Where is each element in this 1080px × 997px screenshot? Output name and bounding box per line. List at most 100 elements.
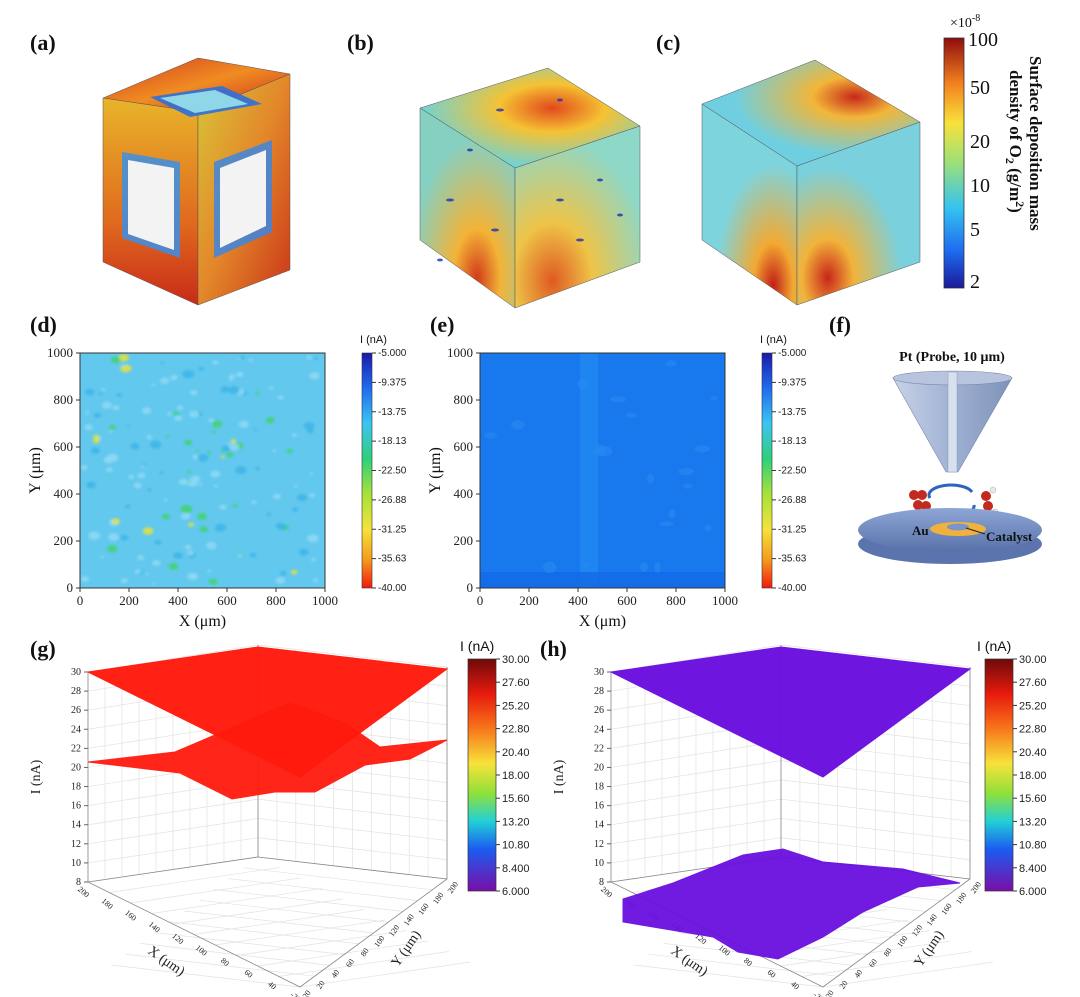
cube-panels: ×10-8 100 50 20 10 5 2 Surface depositio… xyxy=(102,13,1045,309)
colorbar-tick-label: -5.000 xyxy=(378,348,407,359)
o2-molecules xyxy=(909,490,931,511)
x-axis-label: X (μm) xyxy=(145,944,188,980)
cube-c xyxy=(701,59,921,306)
y-tick-label: -20 xyxy=(822,989,835,997)
y-tick-label: -20 xyxy=(299,989,312,997)
y-tick-label: 80 xyxy=(359,947,371,959)
x-tick-label: 80 xyxy=(742,956,754,968)
z-tick-label: 22 xyxy=(71,743,81,754)
colorbar-tick-label: 25.20 xyxy=(1019,700,1047,712)
z-axis-label: I (nA) xyxy=(29,759,44,794)
x-tick-label: 600 xyxy=(617,593,637,608)
x-tick-label: 800 xyxy=(666,593,686,608)
colorbar-tick-label: -13.75 xyxy=(778,407,807,418)
au-label: Au xyxy=(912,523,929,538)
x-tick-label: 1000 xyxy=(712,593,738,608)
colorbar-tick-label: 8.400 xyxy=(1019,863,1047,875)
colorbar-multiplier: ×10-8 xyxy=(950,13,980,31)
z-tick-label: 10 xyxy=(594,858,604,869)
panel-label-e: (e) xyxy=(430,312,455,337)
colorbar-title: I (nA) xyxy=(760,334,787,346)
colorbar-tick-label: -31.25 xyxy=(778,524,807,535)
x-tick-label: 0 xyxy=(477,593,484,608)
axes-e: 0 200 400 600 800 1000 0 200 400 600 800 1000 X (μm)… xyxy=(427,334,807,630)
x-tick-label: 140 xyxy=(147,920,162,935)
z-tick-label: 24 xyxy=(594,724,604,735)
colorbar-tick-label: 27.60 xyxy=(1019,677,1047,689)
y-tick-label: 40 xyxy=(852,968,864,980)
colorbar-title-line2: density of O2 (g/m2) xyxy=(1003,70,1027,213)
z-tick-label: 16 xyxy=(594,801,604,812)
y-tick-label: 60 xyxy=(344,957,356,969)
z-tick-label: 8 xyxy=(76,877,81,888)
z-tick-label: 14 xyxy=(71,820,81,831)
panel-label-d: (d) xyxy=(30,312,57,337)
x-tick-label: -20 xyxy=(812,990,826,997)
colorbar-tick-label: -9.375 xyxy=(378,377,407,388)
y-tick-label: 20 xyxy=(315,979,327,991)
colorbar-tick-label: 20.40 xyxy=(502,747,530,759)
x-tick-label: 120 xyxy=(170,931,185,946)
cb-tick-20: 20 xyxy=(970,131,990,153)
x-tick-label: 160 xyxy=(123,908,138,923)
x-tick-label: 100 xyxy=(194,943,209,958)
z-tick-label: 14 xyxy=(594,820,604,831)
x-tick-label: 200 xyxy=(119,593,139,608)
heatmap-panels: 0 200 400 600 800 1000 0 200 400 600 800 1000 X (μm)… xyxy=(27,334,807,630)
cube-b xyxy=(419,67,641,309)
y-tick-label: 100 xyxy=(372,934,386,949)
colorbar-tick-label: -40.00 xyxy=(378,583,407,594)
colorbar-tick-label: 22.80 xyxy=(502,724,530,736)
x-tick-label: 180 xyxy=(100,896,115,911)
colorbar-tick-label: 30.00 xyxy=(502,654,530,666)
panel-label-c: (c) xyxy=(656,30,681,55)
x-axis-label: X (μm) xyxy=(579,613,626,630)
colorbar-e xyxy=(761,352,773,589)
z-tick-label: 26 xyxy=(71,705,81,716)
z-tick-label: 28 xyxy=(594,686,604,697)
colorbar-tick-label: 18.00 xyxy=(502,770,530,782)
redox-cycle-arrow xyxy=(927,483,974,499)
heatmap-e xyxy=(480,353,725,588)
y-tick-label: 120 xyxy=(910,923,924,938)
z-tick-label: 16 xyxy=(71,801,81,812)
z-tick-label: 18 xyxy=(71,782,81,793)
z-tick-label: 18 xyxy=(594,782,604,793)
colorbar-tick-label: -35.63 xyxy=(778,554,807,565)
cube-a xyxy=(102,57,291,306)
plot-frame-d xyxy=(79,352,326,589)
colorbar-tick-label: 6.000 xyxy=(1019,886,1047,898)
surface-upper-h xyxy=(609,646,972,778)
y-tick-label: 800 xyxy=(54,392,74,407)
z-tick-label: 22 xyxy=(594,743,604,754)
surface-lower-h xyxy=(622,848,961,960)
colorbar-tick-label: 25.20 xyxy=(502,700,530,712)
colorbar-tick-label: -26.88 xyxy=(378,495,407,506)
heatmap-d xyxy=(80,353,325,588)
colorbar-tick-label: 8.400 xyxy=(502,863,530,875)
catalyst-label: Catalyst xyxy=(986,529,1033,544)
y-tick-label: 400 xyxy=(54,486,74,501)
x-axis-label: X (μm) xyxy=(668,944,711,980)
colorbar-title: I (nA) xyxy=(360,334,387,346)
colorbar-title: I (nA) xyxy=(460,638,494,654)
colorbar-tick-label: -26.88 xyxy=(778,495,807,506)
y-tick-label: 200 xyxy=(454,533,474,548)
colorbar-tick-label: 10.80 xyxy=(502,840,530,852)
colorbar-tick-label: 15.60 xyxy=(1019,793,1047,805)
plot-frame-e xyxy=(479,352,726,589)
colorbar-tick-label: -22.50 xyxy=(378,466,407,477)
z-tick-label: 10 xyxy=(71,858,81,869)
colorbar-title-line1: Surface deposition mass xyxy=(1026,56,1045,231)
y-tick-label: 1000 xyxy=(47,345,73,360)
colorbar-tick-label: -5.000 xyxy=(778,348,807,359)
colorbar-tick-label: -35.63 xyxy=(378,554,407,565)
x-tick-label: 40 xyxy=(789,979,801,991)
panel-label-f: (f) xyxy=(829,312,851,337)
x-tick-label: 400 xyxy=(568,593,588,608)
y-tick-label: 200 xyxy=(969,880,983,895)
cb-tick-2: 2 xyxy=(970,271,980,293)
z-tick-label: 28 xyxy=(71,686,81,697)
y-tick-label: 160 xyxy=(416,902,430,917)
